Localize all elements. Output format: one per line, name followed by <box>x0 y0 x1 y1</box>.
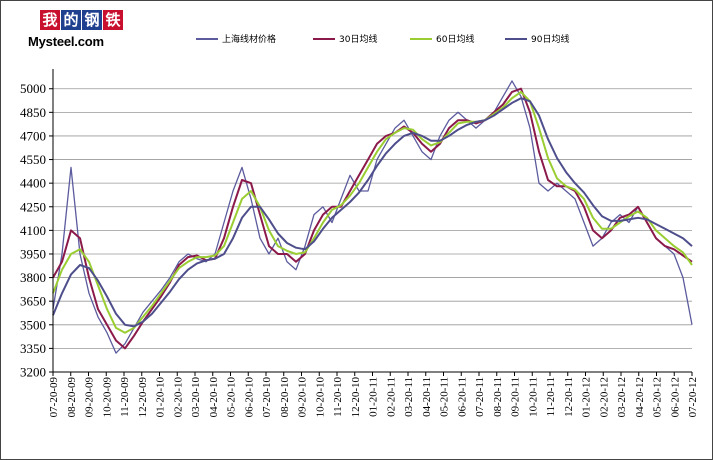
y-tick-label: 4550 <box>20 152 46 167</box>
y-tick-label: 3800 <box>20 270 46 285</box>
x-tick-label: 02-20-11 <box>385 377 397 417</box>
y-tick-label: 4100 <box>20 223 46 238</box>
x-tick-label: 10-20-11 <box>527 377 539 417</box>
x-tick-label: 04-20-11 <box>421 377 433 417</box>
x-tick-label: 03-20-10 <box>190 377 202 418</box>
logo-char-4: 铁 <box>103 10 123 30</box>
x-tick-label: 12-20-10 <box>350 377 362 418</box>
x-tick-label: 03-20-11 <box>403 377 415 417</box>
x-tick-label: 05-20-10 <box>226 377 238 418</box>
y-tick-label: 3500 <box>20 317 46 332</box>
chart-axes: 3200 3350 3500 3650 3800 3950 4100 4250 4400 4550… <box>20 69 699 417</box>
x-tick-label: 02-20-12 <box>598 377 610 417</box>
x-tick-label: 01-20-12 <box>581 377 593 417</box>
series-line-1 <box>52 80 693 354</box>
series-layer <box>52 80 693 354</box>
y-tick-label: 4250 <box>20 199 46 214</box>
mysteel-logo: 我 的 钢 铁 Mysteel.com <box>28 10 123 56</box>
x-tick-label: 05-20-11 <box>439 377 451 417</box>
x-tick-label: 07-20-11 <box>474 377 486 417</box>
logo-brand-text: Mysteel.com <box>28 34 104 49</box>
x-tick-label: 02-20-10 <box>172 377 184 418</box>
legend-label-1: 上海线材价格 <box>222 33 276 45</box>
x-tick-label: 08-20-10 <box>279 377 291 418</box>
x-tick-label: 03-20-12 <box>616 377 628 417</box>
x-tick-label: 12-20-11 <box>563 377 575 417</box>
y-tick-label: 4400 <box>20 176 46 191</box>
x-tick-label: 04-20-10 <box>208 377 220 418</box>
y-tick-label: 3950 <box>20 246 46 261</box>
y-tick-label: 4850 <box>20 105 46 120</box>
x-tick-label: 09-20-11 <box>510 377 522 417</box>
x-tick-label: 10-20-09 <box>101 377 113 418</box>
x-tick-label: 04-20-12 <box>634 377 646 417</box>
x-tick-label: 12-20-09 <box>137 377 149 418</box>
x-tick-label: 06-20-11 <box>456 377 468 417</box>
legend-label-4: 90日均线 <box>531 33 569 45</box>
x-tick-label: 09-20-09 <box>84 377 96 418</box>
x-tick-label: 11-20-10 <box>332 377 344 417</box>
y-tick-label: 3650 <box>20 294 46 309</box>
x-tick-label: 05-20-12 <box>652 377 664 417</box>
x-tick-label: 07-20-10 <box>261 377 273 418</box>
logo-char-2: 的 <box>61 10 81 30</box>
x-tick-label: 09-20-10 <box>297 377 309 418</box>
x-tick-label: 07-20-09 <box>48 377 60 418</box>
y-tick-label: 3200 <box>20 365 46 380</box>
x-tick-label: 10-20-10 <box>314 377 326 418</box>
series-line-2 <box>52 87 693 350</box>
y-tick-label: 5000 <box>20 81 46 96</box>
legend-label-3: 60日均线 <box>436 33 474 45</box>
x-tick-label: 06-20-12 <box>669 377 681 417</box>
series-line-3 <box>52 90 693 334</box>
legend-label-2: 30日均线 <box>339 33 377 45</box>
series-line-4 <box>52 97 693 328</box>
chart-grid <box>53 88 692 373</box>
x-tick-label: 08-20-11 <box>492 377 504 417</box>
x-tick-label: 11-20-09 <box>119 377 131 417</box>
y-tick-label: 3350 <box>20 341 46 356</box>
x-tick-label: 11-20-11 <box>545 377 557 417</box>
x-tick-label: 08-20-09 <box>66 377 78 418</box>
chart-legend: 上海线材价格 30日均线 60日均线 90日均线 <box>196 33 569 45</box>
x-tick-label: 01-20-10 <box>155 377 167 418</box>
x-tick-label: 07-20-12 <box>687 377 699 417</box>
x-tick-label: 01-20-11 <box>368 377 380 417</box>
logo-char-3: 钢 <box>82 10 102 30</box>
logo-char-1: 我 <box>40 10 60 30</box>
x-tick-label: 06-20-10 <box>243 377 255 418</box>
y-tick-label: 4700 <box>20 128 46 143</box>
